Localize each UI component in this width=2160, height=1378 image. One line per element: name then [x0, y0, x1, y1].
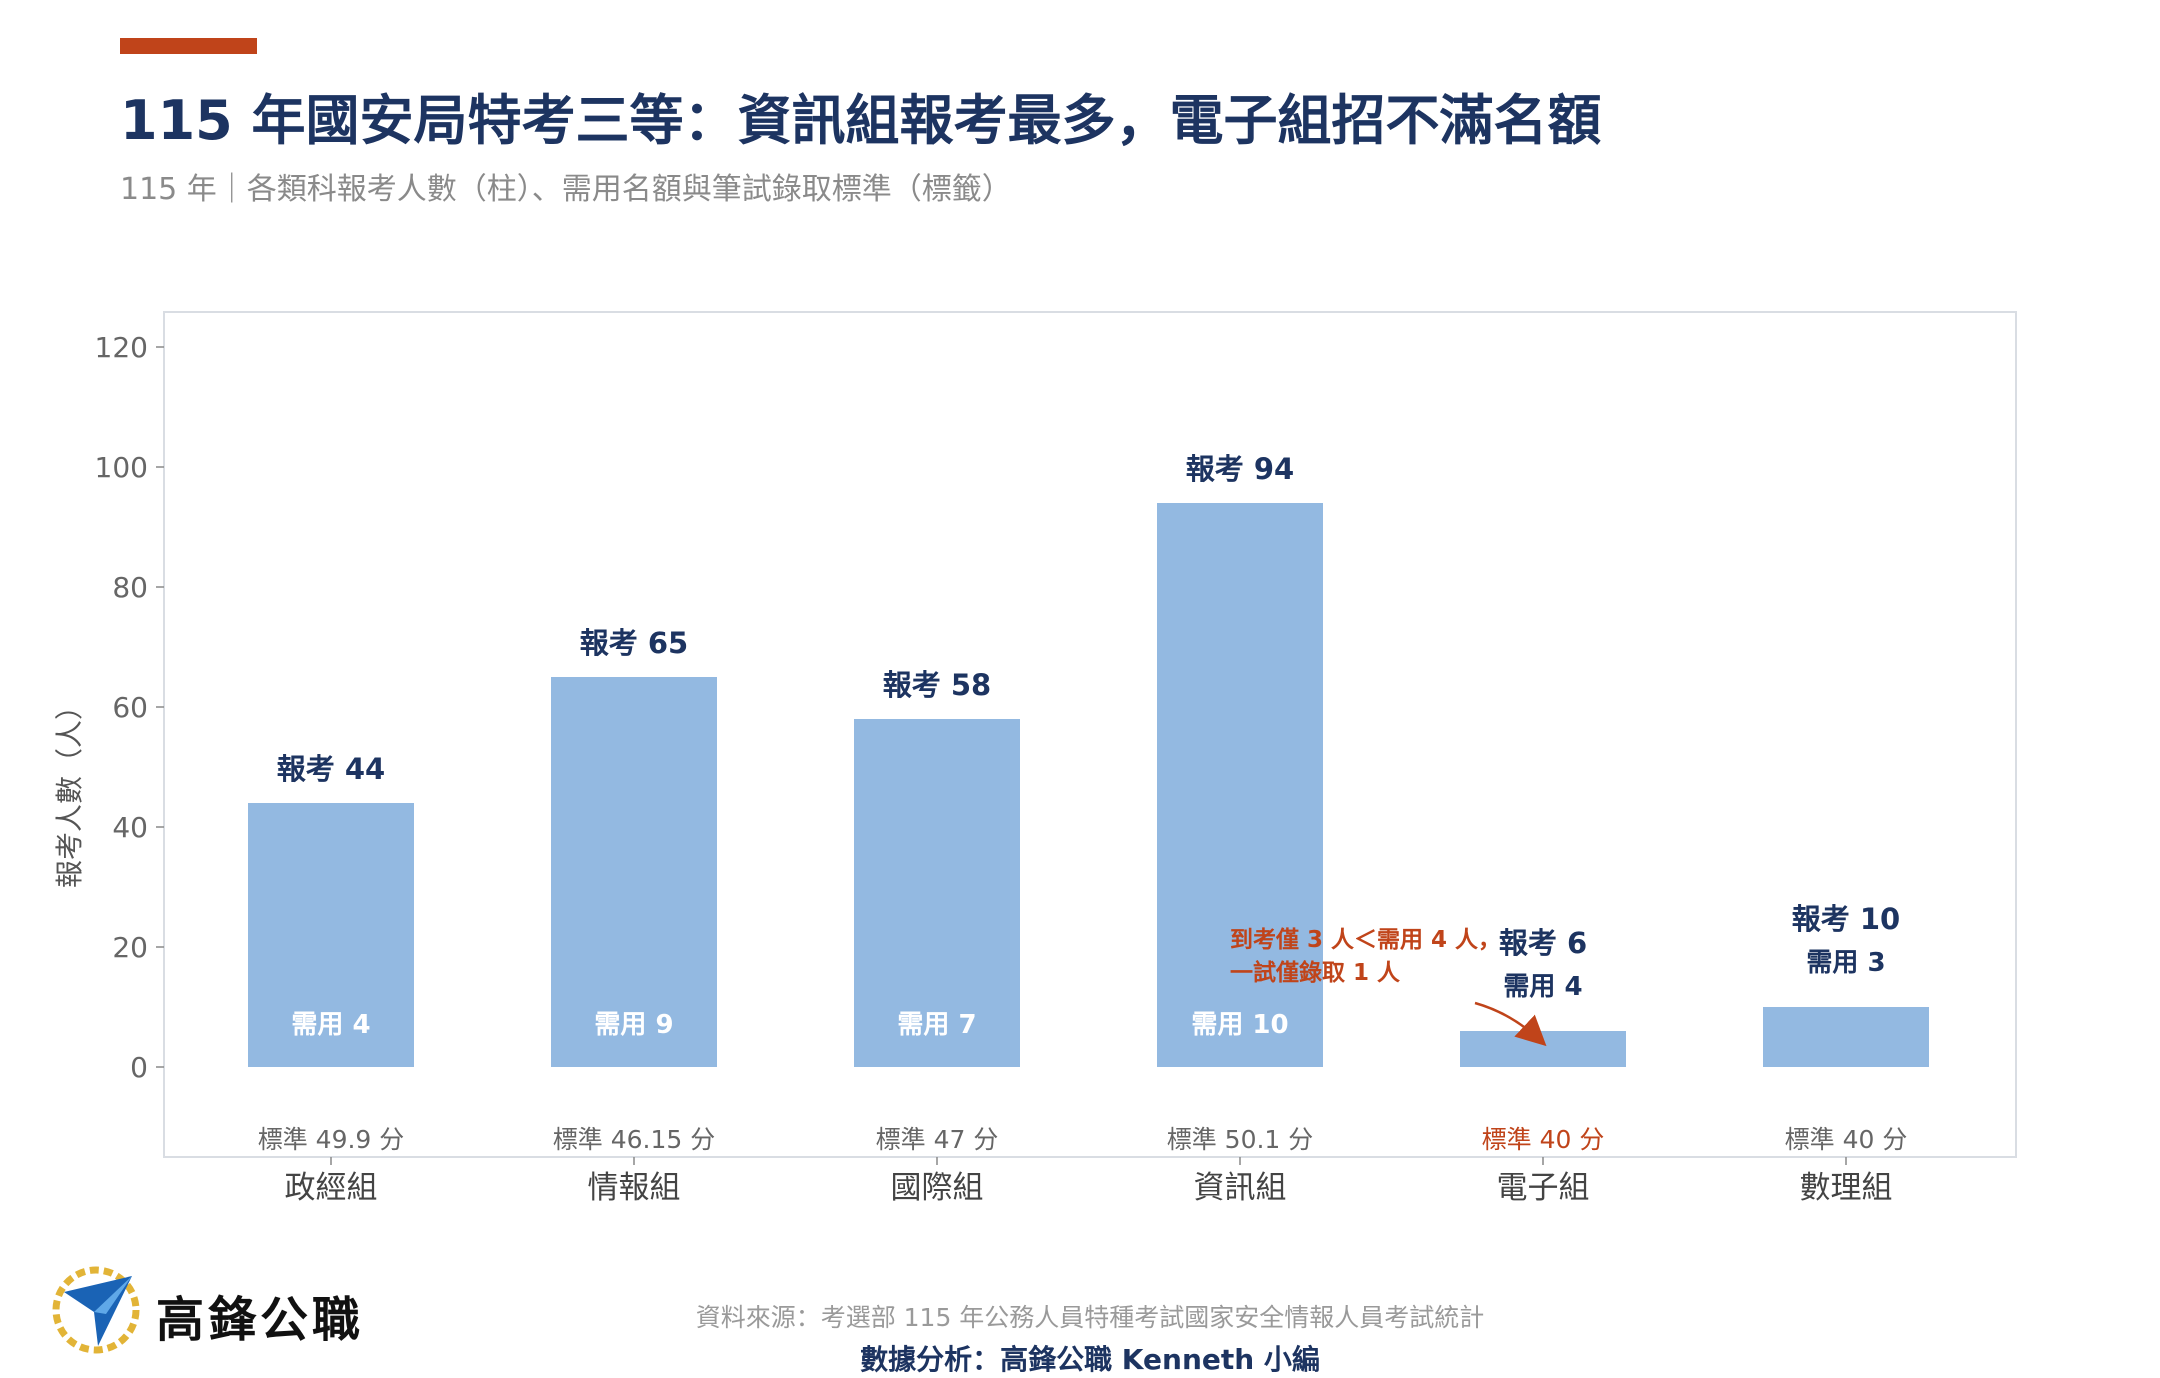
bar-value-label: 報考 65	[580, 626, 688, 660]
x-tick-label: 國際組	[891, 1170, 984, 1206]
x-tick-label: 電子組	[1497, 1170, 1590, 1206]
y-tick-label: 80	[112, 571, 148, 604]
bar	[248, 803, 414, 1067]
analysis-credit: 數據分析：高鋒公職 Kenneth 小編	[860, 1343, 1320, 1376]
bar-value-label: 報考 6	[1499, 926, 1587, 960]
y-axis-label: 報考人數（人）	[53, 691, 86, 889]
bar-value-label: 報考 58	[883, 668, 991, 702]
page-title: 115 年國安局特考三等：資訊組報考最多，電子組招不滿名額	[120, 89, 1602, 152]
bar	[854, 719, 1020, 1067]
accent-bar	[120, 38, 257, 54]
standard-label: 標準 50.1 分	[1167, 1125, 1314, 1154]
annotation-text: 一試僅錄取 1 人	[1230, 959, 1401, 986]
bar	[1460, 1031, 1626, 1067]
y-tick-label: 0	[130, 1051, 148, 1084]
quota-label: 需用 9	[594, 1010, 673, 1040]
plot-frame	[163, 311, 2017, 1158]
y-tick-label: 60	[112, 691, 148, 724]
data-source: 資料來源：考選部 115 年公務人員特種考試國家安全情報人員考試統計	[695, 1303, 1485, 1332]
standard-label: 標準 40 分	[1482, 1125, 1605, 1154]
x-tick-label: 資訊組	[1194, 1170, 1287, 1206]
annotation-arrow	[1474, 1001, 1547, 1047]
quota-label: 需用 10	[1191, 1010, 1288, 1040]
bar	[551, 677, 717, 1067]
bar	[1763, 1007, 1929, 1067]
y-tick-label: 20	[112, 931, 148, 964]
standard-label: 標準 49.9 分	[258, 1125, 405, 1154]
bar	[1157, 503, 1323, 1067]
quota-label: 需用 4	[291, 1010, 370, 1040]
quota-label: 需用 4	[1503, 972, 1582, 1002]
standard-label: 標準 40 分	[1785, 1125, 1908, 1154]
x-tick-label: 數理組	[1800, 1170, 1893, 1206]
standard-label: 標準 46.15 分	[553, 1125, 715, 1154]
y-tick-label: 120	[95, 331, 148, 364]
brand-name: 高鋒公職	[156, 1292, 365, 1348]
brand-logo	[52, 1266, 140, 1354]
annotation-text: 到考僅 3 人＜需用 4 人，	[1230, 927, 1501, 953]
x-tick-label: 政經組	[285, 1170, 378, 1206]
x-tick-label: 情報組	[588, 1170, 681, 1206]
bar-value-label: 報考 94	[1186, 452, 1294, 486]
quota-label: 需用 3	[1806, 948, 1885, 978]
bar-value-label: 報考 10	[1792, 902, 1900, 936]
quota-label: 需用 7	[897, 1010, 976, 1040]
bar-value-label: 報考 44	[277, 752, 385, 786]
page-subtitle: 115 年｜各類科報考人數（柱）、需用名額與筆試錄取標準（標籤）	[120, 172, 1012, 207]
y-tick-label: 40	[112, 811, 148, 844]
y-tick-label: 100	[95, 451, 148, 484]
standard-label: 標準 47 分	[876, 1125, 999, 1154]
